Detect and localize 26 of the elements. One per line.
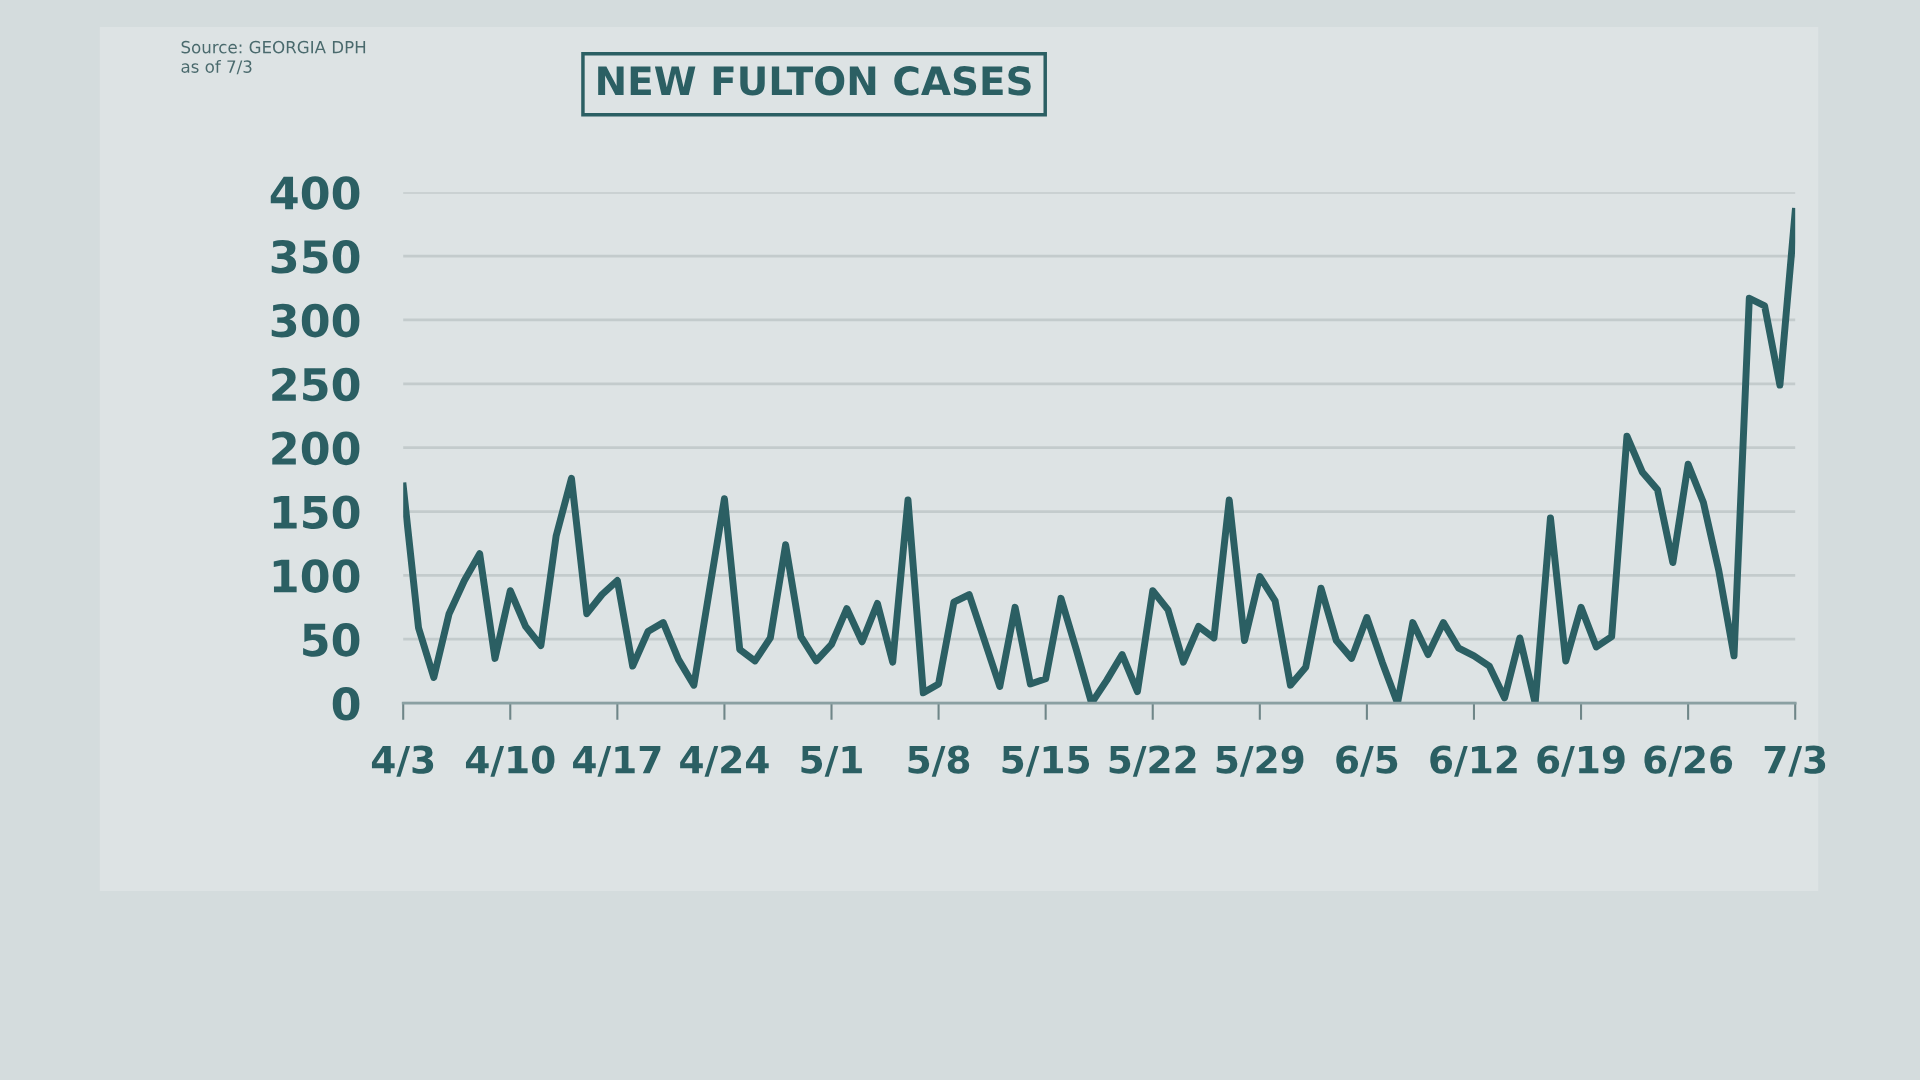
x-tick-label: 5/1 bbox=[801, 745, 862, 777]
y-tick-label: 400 bbox=[270, 176, 360, 210]
x-tick-label: 5/22 bbox=[1109, 745, 1196, 777]
x-tick-label: 5/8 bbox=[908, 745, 970, 777]
y-tick-label: 100 bbox=[273, 559, 360, 593]
x-tick-label: 7/3 bbox=[1764, 745, 1826, 777]
x-tick-label: 4/10 bbox=[465, 745, 555, 777]
text: as of 7/3 bbox=[181, 59, 252, 75]
chart-title: NEW FULTON CASES bbox=[598, 66, 1031, 96]
x-tick-label: 6/26 bbox=[1644, 745, 1733, 777]
x-tick-label: 6/5 bbox=[1336, 745, 1398, 777]
y-tick-label: 250 bbox=[272, 367, 360, 402]
y-tick-label: 150 bbox=[273, 495, 360, 530]
x-tick-label: 6/19 bbox=[1537, 745, 1625, 777]
y-tick-label: 50 bbox=[303, 623, 360, 657]
source-note: Source: GEORGIA DPH bbox=[181, 40, 366, 54]
y-tick-label: 300 bbox=[271, 303, 360, 338]
x-tick-label: 4/3 bbox=[371, 745, 434, 777]
y-tick-label: 350 bbox=[271, 239, 360, 274]
x-tick-label: 4/24 bbox=[680, 745, 769, 777]
x-tick-label: 4/17 bbox=[573, 745, 661, 777]
y-tick-label: 0 bbox=[332, 686, 360, 721]
x-tick-label: 5/15 bbox=[1002, 745, 1090, 777]
x-tick-label: 6/12 bbox=[1430, 745, 1517, 777]
x-tick-label: 5/29 bbox=[1216, 745, 1304, 777]
y-tick-label: 200 bbox=[272, 431, 360, 466]
